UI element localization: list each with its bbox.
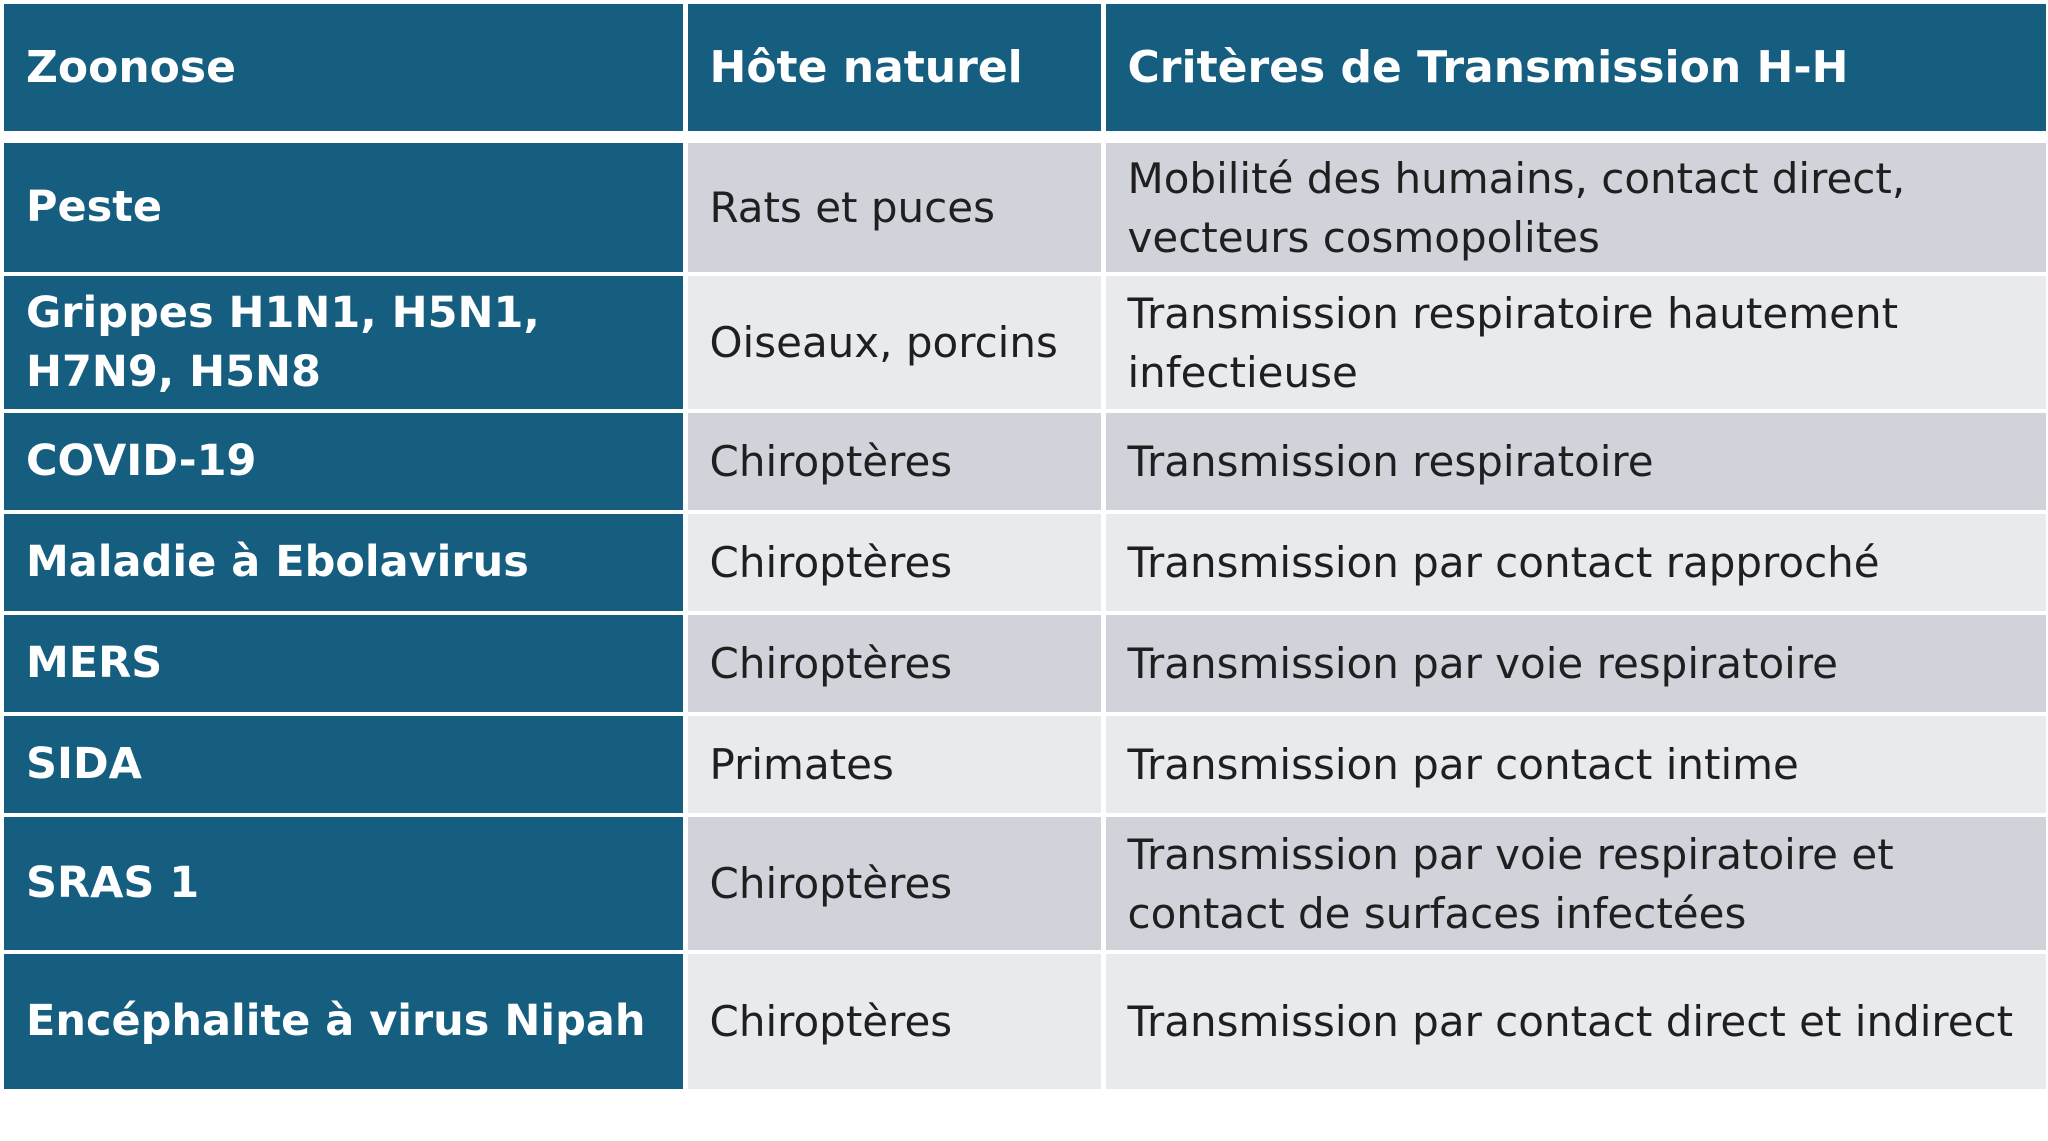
table-row: Encéphalite à virus Nipah Chiroptères Tr…: [4, 952, 2046, 1089]
hote-cell: Chiroptères: [682, 613, 1103, 714]
hote-cell: Rats et puces: [682, 137, 1103, 274]
zoonoses-table: Zoonose Hôte naturel Critères de Transmi…: [4, 4, 2046, 1089]
hote-cell: Chiroptères: [682, 411, 1103, 512]
zoonose-cell: MERS: [4, 613, 685, 714]
zoonose-cell: COVID-19: [4, 411, 685, 512]
zoonose-cell: Peste: [4, 137, 685, 274]
table-row: Grippes H1N1, H5N1, H7N9, H5N8 Oiseaux, …: [4, 274, 2046, 411]
zoonose-cell: Encéphalite à virus Nipah: [4, 952, 685, 1089]
criteres-cell: Transmission respiratoire hautement infe…: [1100, 274, 2046, 411]
zoonose-cell: SRAS 1: [4, 815, 685, 952]
hote-cell: Primates: [682, 714, 1103, 815]
table-row: COVID-19 Chiroptères Transmission respir…: [4, 411, 2046, 512]
zoonose-cell: SIDA: [4, 714, 685, 815]
criteres-cell: Transmission par voie respiratoire: [1100, 613, 2046, 714]
table-row: Maladie à Ebolavirus Chiroptères Transmi…: [4, 512, 2046, 613]
criteres-cell: Transmission par contact intime: [1100, 714, 2046, 815]
header-hote-naturel: Hôte naturel: [682, 4, 1103, 143]
table-row: MERS Chiroptères Transmission par voie r…: [4, 613, 2046, 714]
criteres-cell: Transmission par voie respiratoire et co…: [1100, 815, 2046, 952]
hote-cell: Oiseaux, porcins: [682, 274, 1103, 411]
hote-cell: Chiroptères: [682, 815, 1103, 952]
header-zoonose: Zoonose: [4, 4, 685, 143]
zoonose-cell: Maladie à Ebolavirus: [4, 512, 685, 613]
criteres-cell: Transmission par contact direct et indir…: [1100, 952, 2046, 1089]
criteres-cell: Transmission par contact rapproché: [1100, 512, 2046, 613]
criteres-cell: Transmission respiratoire: [1100, 411, 2046, 512]
hote-cell: Chiroptères: [682, 952, 1103, 1089]
table-header-row: Zoonose Hôte naturel Critères de Transmi…: [4, 4, 2046, 143]
table-row: SIDA Primates Transmission par contact i…: [4, 714, 2046, 815]
criteres-cell: Mobilité des humains, contact direct, ve…: [1100, 137, 2046, 274]
table-row: SRAS 1 Chiroptères Transmission par voie…: [4, 815, 2046, 952]
header-criteres-transmission: Critères de Transmission H-H: [1100, 4, 2046, 143]
hote-cell: Chiroptères: [682, 512, 1103, 613]
table-row: Peste Rats et puces Mobilité des humains…: [4, 137, 2046, 274]
zoonose-cell: Grippes H1N1, H5N1, H7N9, H5N8: [4, 274, 685, 411]
